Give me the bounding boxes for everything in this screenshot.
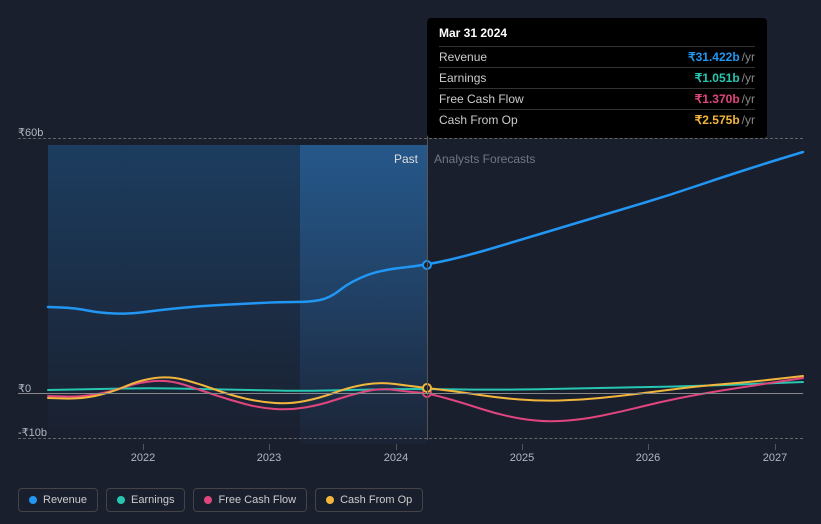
tooltip-metric-label: Revenue (439, 50, 487, 64)
legend-item-free-cash-flow[interactable]: Free Cash Flow (193, 488, 307, 512)
legend: Revenue Earnings Free Cash Flow Cash From O… (18, 488, 423, 512)
x-axis-tick (522, 444, 523, 450)
tooltip-metric-label: Free Cash Flow (439, 92, 524, 106)
past-zone-label: Past (394, 152, 418, 166)
x-axis-label: 2027 (763, 452, 787, 464)
y-gridline-60b (18, 138, 803, 139)
legend-item-cash-from-op[interactable]: Cash From Op (315, 488, 423, 512)
x-axis-label: 2023 (257, 452, 281, 464)
tooltip-metric-value: ₹1.051b/yr (695, 71, 755, 85)
tooltip-metric-value: ₹2.575b/yr (695, 113, 755, 127)
legend-label: Free Cash Flow (218, 494, 296, 506)
tooltip-metric-label: Cash From Op (439, 113, 518, 127)
tooltip-metric-value: ₹31.422b/yr (688, 50, 755, 64)
x-axis-tick (396, 444, 397, 450)
legend-label: Earnings (131, 494, 174, 506)
x-axis-tick (143, 444, 144, 450)
tooltip-row: Free Cash Flow ₹1.370b/yr (439, 88, 755, 109)
x-axis-label: 2022 (131, 452, 155, 464)
legend-dot-icon (29, 496, 37, 504)
x-axis-tick (775, 444, 776, 450)
tooltip-row: Earnings ₹1.051b/yr (439, 67, 755, 88)
legend-dot-icon (326, 496, 334, 504)
y-baseline-0 (18, 393, 803, 394)
y-axis-label: ₹0 (18, 382, 31, 395)
tooltip-metric-label: Earnings (439, 71, 486, 85)
y-gridline-neg10b (18, 438, 803, 439)
x-axis-tick (269, 444, 270, 450)
financial-forecast-chart: ₹60b ₹0 -₹10b 2022 2023 2024 2025 2026 2027 Pas… (0, 0, 821, 524)
chart-tooltip: Mar 31 2024 Revenue ₹31.422b/yr Earnings ₹1… (427, 18, 767, 138)
legend-item-revenue[interactable]: Revenue (18, 488, 98, 512)
tooltip-date: Mar 31 2024 (439, 26, 755, 46)
tooltip-metric-value: ₹1.370b/yr (695, 92, 755, 106)
forecast-zone-label: Analysts Forecasts (434, 152, 535, 166)
legend-item-earnings[interactable]: Earnings (106, 488, 185, 512)
y-axis-label: -₹10b (18, 426, 47, 439)
legend-dot-icon (117, 496, 125, 504)
legend-label: Revenue (43, 494, 87, 506)
x-axis-tick (648, 444, 649, 450)
y-axis-label: ₹60b (18, 126, 43, 139)
legend-label: Cash From Op (340, 494, 412, 506)
x-axis-label: 2024 (384, 452, 408, 464)
tooltip-row: Revenue ₹31.422b/yr (439, 46, 755, 67)
x-axis-label: 2025 (510, 452, 534, 464)
legend-dot-icon (204, 496, 212, 504)
x-axis-label: 2026 (636, 452, 660, 464)
tooltip-row: Cash From Op ₹2.575b/yr (439, 109, 755, 130)
